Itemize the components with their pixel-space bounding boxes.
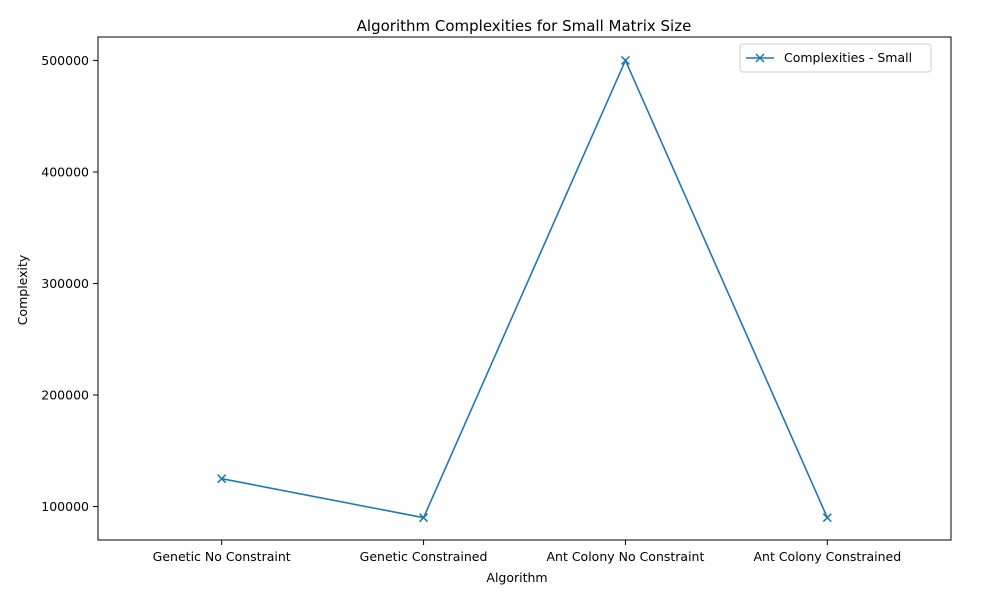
plot-frame [97, 36, 952, 541]
series-line [221, 58, 829, 519]
x-axis-label: Algorithm [486, 570, 547, 585]
x-tick-label: Ant Colony No Constraint [546, 549, 704, 564]
y-tick-label: 300000 [41, 276, 89, 291]
x-tick-label: Genetic No Constraint [153, 549, 291, 564]
x-tick-label: Genetic Constrained [360, 549, 488, 564]
legend: Complexities - Small [739, 43, 932, 73]
ticks-layer: Genetic No Constraint Genetic Constrained… [41, 53, 901, 564]
legend-frame [739, 43, 932, 73]
legend-label: Complexities - Small [784, 50, 912, 65]
chart-title: Algorithm Complexities for Small Matrix … [357, 17, 692, 35]
y-tick-label: 200000 [41, 388, 89, 403]
series-layer [217, 55, 832, 523]
x-tick-label: Ant Colony Constrained [753, 549, 901, 564]
data-point-marker [419, 513, 429, 523]
legend-marker-swatch [755, 53, 765, 63]
data-point-marker [620, 55, 630, 65]
y-axis-label: Complexity [15, 254, 30, 325]
y-tick-label: 400000 [41, 164, 89, 179]
y-tick-label: 100000 [41, 499, 89, 514]
data-point-marker [822, 513, 832, 523]
y-tick-label: 500000 [41, 53, 89, 68]
data-point-marker [217, 474, 227, 484]
